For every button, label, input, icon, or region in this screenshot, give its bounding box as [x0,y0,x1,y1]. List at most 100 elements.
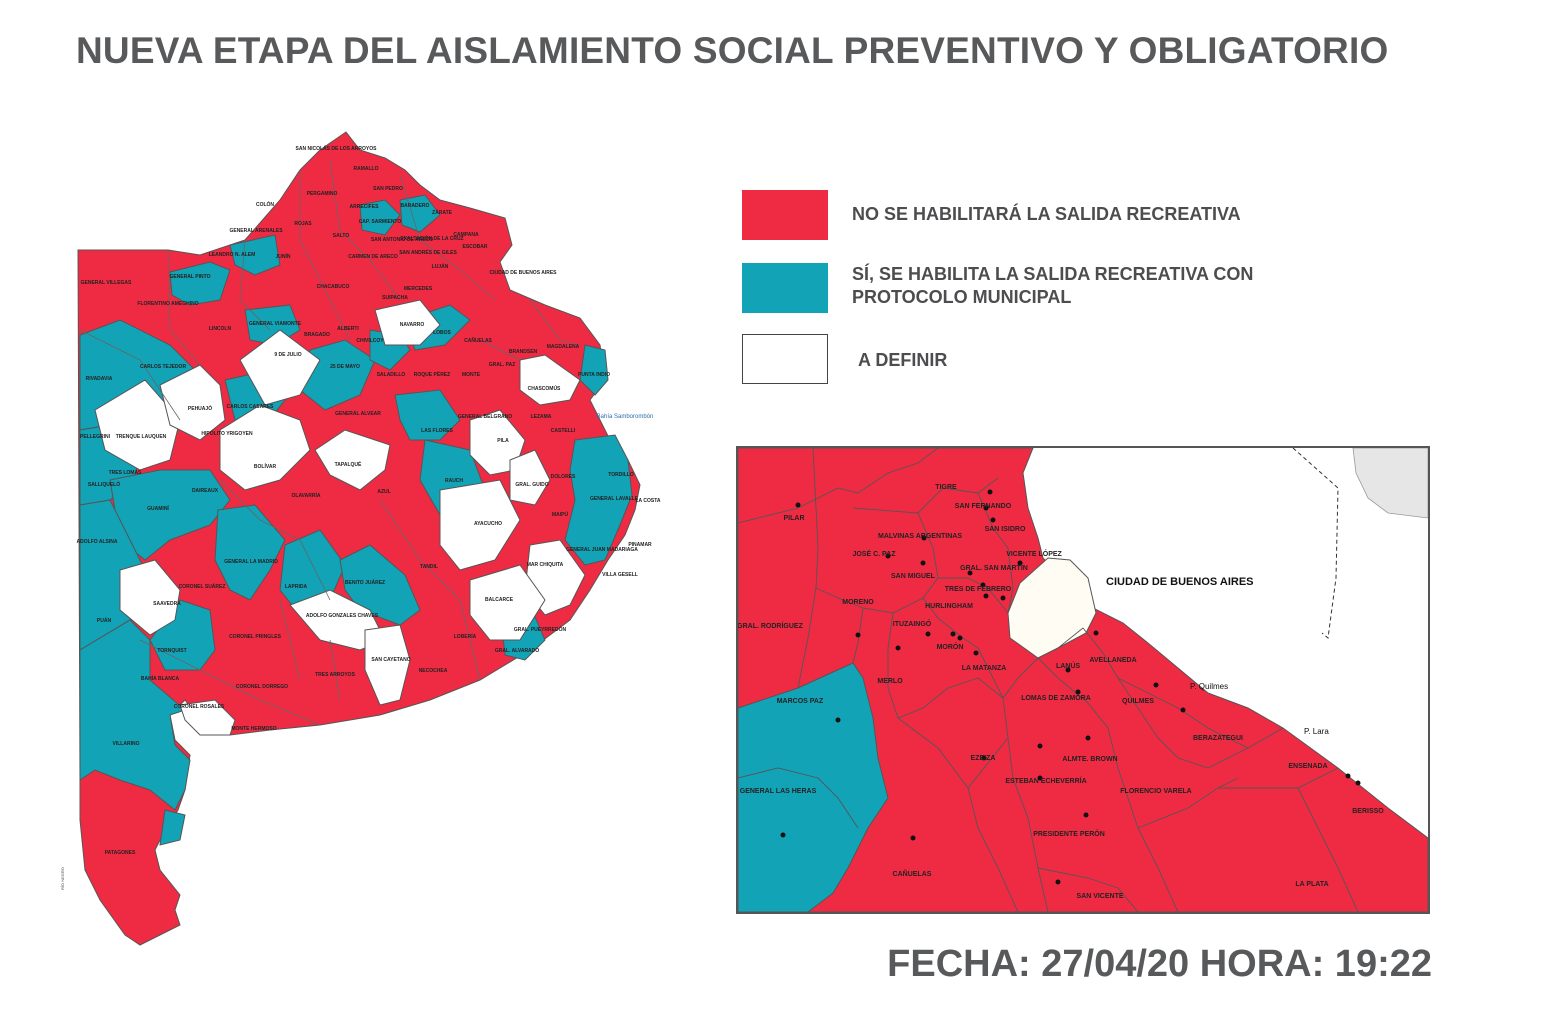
amba-label-marcos-paz: MARCOS PAZ [777,698,824,705]
label-canuelas: CAÑUELAS [464,337,492,344]
amba-label-san-vicente: SAN VICENTE [1076,893,1123,900]
label-escobar: ESCOBAR [462,244,487,250]
amba-label-malvinas: MALVINAS ARGENTINAS [878,533,962,540]
amba-label-canuelas: CAÑUELAS [893,869,932,878]
label-carmen-de-areco: CARMEN DE ARECO [348,254,398,260]
label-rio-negro: RÍO NEGRO [60,867,65,890]
amba-label-gral-rodriguez: GRAL. RODRÍGUEZ [738,621,804,630]
label-san-cayetano: SAN CAYETANO [371,657,410,663]
label-patagones: PATAGONES [105,850,136,856]
label-general-arenales: GENERAL ARENALES [229,228,283,234]
label-chascomus: CHASCOMÚS [528,385,561,392]
label-tapalque: TAPALQUÉ [335,460,362,468]
label-25-de-mayo: 25 DE MAYO [330,364,360,370]
label-campana: CAMPANA [453,232,479,238]
label-villa-gesell: VILLA GESELL [602,572,638,578]
label-chivilcoy: CHIVILCOY [356,338,384,344]
label-gral-paz: GRAL. PAZ [489,362,516,368]
label-exaltacion: EXALTACIÓN DE LA CRUZ [400,234,463,242]
amba-label-san-fernando: SAN FERNANDO [955,503,1012,510]
label-laprida: LAPRIDA [285,584,308,590]
label-bragado: BRAGADO [304,332,330,338]
legend-swatch-red [742,190,828,240]
label-coronel-dorrego: CORONEL DORREGO [236,684,288,690]
amba-label-gral-san-martin: GRAL. SAN MARTÍN [960,563,1028,572]
label-mercedes: MERCEDES [404,286,433,292]
label-general-alvear: GENERAL ALVEAR [335,411,381,417]
label-san-pedro: SAN PEDRO [373,186,403,192]
amba-label-berisso: BERISSO [1352,808,1384,815]
label-saavedra: SAAVEDRA [153,601,181,607]
label-general-pinto: GENERAL PINTO [170,274,211,280]
label-rivadavia: RIVADAVIA [86,376,113,382]
amba-labels: PILAR TIGRE SAN FERNANDO SAN ISIDRO MALV… [738,484,1384,900]
label-magdalena: MAGDALENA [547,344,580,350]
label-saladillo: SALADILLO [377,372,406,378]
label-junin: JUNÍN [275,252,290,260]
label-san-antonio-de-areco: SAN ANTONIO DE ARECO [371,237,433,243]
label-tornquist: TORNQUIST [157,648,186,654]
label-zarate: ZÁRATE [432,209,453,216]
label-general-viamonte: GENERAL VIAMONTE [249,321,302,327]
label-olavarria: OLAVARRÍA [292,491,321,499]
label-loberia: LOBERÍA [454,632,477,640]
amba-label-p-lara: P. Lara [1304,727,1329,736]
label-pehuajo: PEHUAJÓ [188,404,212,412]
legend-swatch-white [742,334,828,384]
label-bolivar: BOLÍVAR [254,462,277,470]
amba-label-san-miguel: SAN MIGUEL [891,573,936,580]
label-lezama: LEZAMA [531,414,552,420]
label-cap-sarmiento: CAP. SARMIENTO [359,219,402,225]
amba-label-ciudad: CIUDAD DE BUENOS AIRES [1106,576,1254,588]
label-lobos: LOBOS [433,330,451,336]
label-san-andres-de-giles: SAN ANDRÉS DE GILES [399,248,457,256]
legend-label-white: A DEFINIR [858,350,948,370]
label-lujan: LUJÁN [432,263,449,270]
page-title: NUEVA ETAPA DEL AISLAMIENTO SOCIAL PREVE… [76,30,1389,71]
label-baradero: BARADERO [401,203,430,209]
label-lincoln: LINCOLN [209,326,232,332]
amba-seat-dots [780,489,1361,885]
amba-label-presidente-peron: PRESIDENTE PERÓN [1033,829,1105,838]
label-brandsen: BRANDSEN [509,349,538,355]
label-villarino: VILLARINO [113,741,140,747]
amba-label-jose-c-paz: JOSÉ C. PAZ [852,549,896,558]
label-tordillo: TORDILLO [608,472,634,478]
label-pergamino: PERGAMINO [307,191,338,197]
label-pila: PILA [497,438,509,444]
amba-label-quilmes: QUILMES [1122,698,1154,705]
amba-grey-corner [1352,448,1428,519]
label-la-costa: LA COSTA [636,498,661,504]
amba-red-base [738,448,1428,912]
label-puan: PUÁN [97,617,112,624]
label-chacabuco: CHACABUCO [317,284,350,290]
label-monte-hermoso: MONTE HERMOSO [231,726,276,732]
legend-label-teal: SÍ, SE HABILITA LA SALIDA RECREATIVA CON… [852,264,1254,307]
amba-label-la-plata: LA PLATA [1295,881,1328,888]
label-hipolito-yrigoyen: HIPÓLITO YRIGOYEN [201,429,253,437]
amba-label-almte-brown: ALMTE. BROWN [1062,756,1117,763]
label-gral-alvarado: GRAL. ALVARADO [495,648,539,654]
amba-internal-boundaries [738,448,1359,912]
label-colon: COLÓN [256,200,274,208]
label-necochea: NECOCHEA [419,668,448,674]
label-maipu: MAIPÚ [552,511,569,518]
amba-label-p-quilmes: P. Quilmes [1190,682,1228,691]
label-general-belgrano: GENERAL BELGRANO [458,414,512,420]
label-tres-arroyos: TRES ARROYOS [315,672,355,678]
label-adolfo-alsina: ADOLFO ALSINA [77,539,118,545]
label-tandil: TANDIL [420,564,438,570]
amba-label-berazategui: BERAZATEGUI [1193,735,1243,742]
label-adolfo-gonzales-chaves: ADOLFO GONZALES CHAVES [306,613,379,619]
amba-label-lomas-de-zamora: LOMAS DE ZAMORA [1021,695,1091,702]
label-benito-juarez: BENITO JUÁREZ [345,579,385,586]
amba-label-tres-de-febrero: TRES DE FEBRERO [945,586,1012,593]
amba-label-san-isidro: SAN ISIDRO [985,526,1026,533]
label-coronel-suarez: CORONEL SUÁREZ [179,583,226,590]
label-coronel-rosales: CORONEL ROSALES [174,704,225,710]
label-pinamar: PINAMAR [628,542,652,548]
amba-label-florencio-varela: FLORENCIO VARELA [1120,788,1191,795]
label-alberti: ALBERTI [337,326,359,332]
amba-label-moreno: MORENO [842,599,874,606]
label-ramallo: RAMALLO [354,166,379,172]
